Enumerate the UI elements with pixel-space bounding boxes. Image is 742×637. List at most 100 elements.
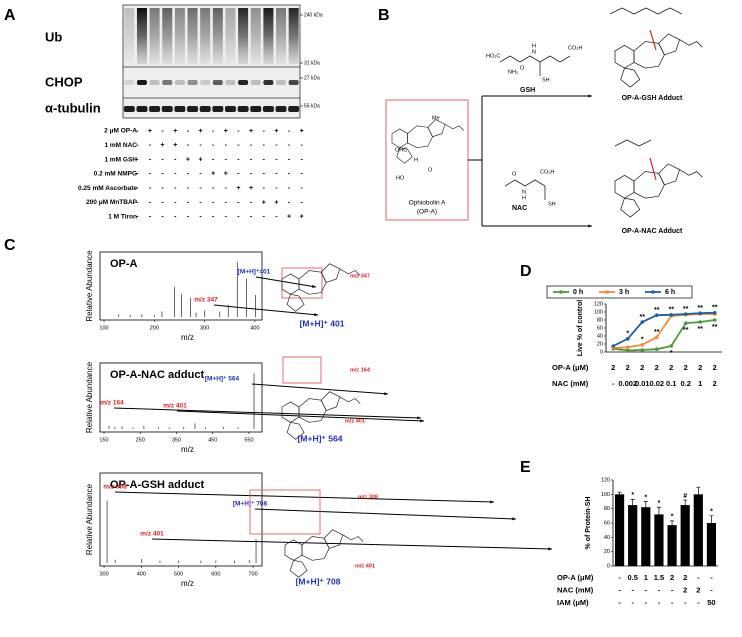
y-tick-label: 80	[597, 317, 603, 323]
treatment-sign: -	[212, 156, 215, 163]
blot-band	[263, 8, 274, 64]
arrow-head	[588, 94, 592, 98]
condition-value: -	[612, 379, 615, 388]
blot-band	[263, 80, 274, 85]
y-tick-label: 40	[597, 333, 603, 339]
condition-value: 0.2	[681, 379, 691, 388]
blot-band	[212, 80, 223, 85]
significance-mark: **	[654, 307, 660, 314]
condition-value: 2	[713, 379, 717, 388]
significance-mark: **	[683, 327, 689, 334]
treatment-sign: +	[274, 128, 278, 135]
peak-annotation: [M+H]⁺401	[238, 269, 271, 276]
marker-label: 240 kDa	[304, 12, 323, 18]
condition-value: 0.1	[666, 379, 676, 388]
blot-band	[187, 106, 199, 112]
x-tick-label: 200	[150, 325, 159, 331]
significance-mark: **	[683, 306, 689, 313]
series-point	[640, 320, 645, 324]
condition-value: 0.5	[627, 573, 637, 582]
y-tick-label: 0	[600, 349, 603, 355]
treatment-sign: -	[199, 185, 202, 192]
treatment-sign: +	[274, 199, 278, 206]
condition-value: 1.5	[654, 573, 664, 582]
atom-label: HO	[396, 175, 405, 181]
treatment-sign: -	[174, 171, 177, 178]
x-tick-label: 400	[250, 325, 259, 331]
treatment-sign: -	[161, 185, 164, 192]
y-tick-label: 80	[604, 506, 610, 512]
significance-mark: **	[654, 329, 660, 336]
x-tick-label: 300	[100, 571, 109, 577]
series-point	[698, 311, 703, 316]
blot-band	[288, 106, 300, 112]
product-label: OP-A-GSH Adduct	[622, 95, 683, 102]
marker-label: 27 kDa	[304, 75, 320, 81]
y-tick-label: 120	[601, 477, 610, 483]
series-line	[613, 319, 715, 352]
treatment-sign: -	[301, 171, 304, 178]
treatment-sign: -	[161, 171, 164, 178]
x-tick-label: 600	[211, 571, 220, 577]
blot-band	[136, 80, 147, 85]
treatment-sign: -	[237, 214, 240, 221]
treatment-sign: -	[136, 142, 139, 149]
adduct-chain	[614, 139, 652, 147]
arrow-line	[251, 383, 389, 395]
treatment-sign: -	[187, 199, 190, 206]
chemical-structure	[614, 163, 703, 218]
treatment-sign: -	[174, 185, 177, 192]
arrow-head	[512, 517, 516, 521]
series-point	[625, 348, 630, 353]
x-axis-label: m/z	[181, 333, 194, 342]
condition-value: 2	[611, 363, 615, 372]
treatment-sign: -	[288, 142, 291, 149]
treatment-sign: -	[301, 156, 304, 163]
significance-mark: **	[712, 324, 718, 331]
treatment-sign: -	[288, 171, 291, 178]
peak-annotation: m/z 401	[140, 531, 164, 538]
bar	[654, 514, 664, 566]
condition-value: 0.01	[635, 379, 650, 388]
significance-mark: **	[698, 305, 704, 312]
blot-band	[187, 80, 198, 85]
condition-value: 2	[640, 363, 644, 372]
y-axis-label: % of Protein-SH	[585, 497, 592, 550]
treatment-sign: -	[301, 199, 304, 206]
fragment-label: m/z 401	[355, 563, 375, 569]
blot-band	[250, 8, 261, 64]
blot-band	[212, 106, 224, 112]
atom-label: O	[428, 167, 433, 173]
treatment-sign: -	[212, 199, 215, 206]
treatment-sign: +	[287, 214, 291, 221]
treatment-sign: -	[136, 199, 139, 206]
condition-label: NAC (mM)	[552, 379, 589, 388]
compound-abbr: (OP-A)	[417, 209, 437, 216]
x-tick-label: 250	[136, 437, 145, 443]
y-tick-label: 100	[601, 492, 610, 498]
condition-value: 2	[684, 363, 688, 372]
treatment-sign: -	[187, 185, 190, 192]
marker-label: 55 kDa	[304, 103, 320, 109]
arrow-head	[384, 392, 388, 396]
blot-band	[276, 80, 287, 85]
y-tick-label: 60	[597, 325, 603, 331]
condition-value: -	[645, 598, 648, 607]
bar	[614, 494, 625, 566]
blot-band	[162, 8, 173, 64]
x-tick-label: 300	[200, 325, 209, 331]
significance-mark: *	[671, 514, 674, 521]
error-bar	[709, 515, 714, 531]
product-label: OP-A-NAC Adduct	[622, 228, 683, 235]
treatment-sign: -	[199, 142, 202, 149]
y-tick-label: 20	[597, 341, 603, 347]
significance-mark: *	[631, 492, 634, 499]
series-point	[654, 313, 659, 318]
x-tick-label: 400	[137, 571, 146, 577]
panel-letter: A	[4, 7, 16, 24]
compound-name: Ophiobolin A	[409, 200, 447, 207]
arrow-head	[417, 416, 421, 420]
error-bar	[656, 506, 661, 522]
arrow-head	[588, 224, 592, 228]
